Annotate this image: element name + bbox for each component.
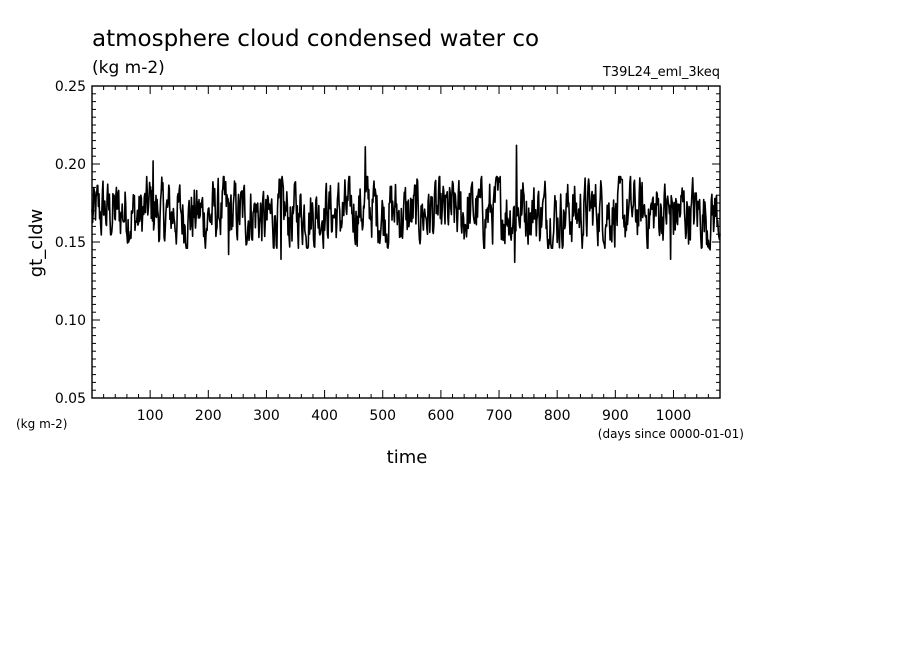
x-tick-label: 500 bbox=[369, 408, 396, 424]
x-tick-label: 700 bbox=[486, 408, 513, 424]
y-tick-label: 0.15 bbox=[55, 235, 86, 251]
x-tick-label: 200 bbox=[195, 408, 222, 424]
y-tick-label: 0.10 bbox=[55, 313, 86, 329]
x-tick-label: 900 bbox=[602, 408, 629, 424]
y-axis-units: (kg m-2) bbox=[16, 417, 67, 431]
x-tick-label: 400 bbox=[311, 408, 338, 424]
x-tick-label: 1000 bbox=[656, 408, 692, 424]
y-axis-label: gt_cldw bbox=[26, 209, 47, 278]
x-tick-label: 300 bbox=[253, 408, 280, 424]
chart-subtitle-units: (kg m-2) bbox=[92, 58, 165, 78]
x-tick-label: 600 bbox=[428, 408, 455, 424]
x-tick-label: 800 bbox=[544, 408, 571, 424]
chart-title: atmosphere cloud condensed water co bbox=[92, 26, 539, 52]
x-axis-label: time bbox=[387, 447, 428, 468]
x-axis-units: (days since 0000-01-01) bbox=[598, 427, 744, 441]
x-axis: 100 200 300 400 500 600 700 800 900 1000 bbox=[91, 86, 721, 424]
y-axis: 0.05 0.10 0.15 0.20 0.25 bbox=[55, 79, 720, 407]
plot-area bbox=[91, 85, 721, 399]
y-tick-label: 0.20 bbox=[55, 157, 86, 173]
series-line-gt-cldw bbox=[91, 144, 721, 264]
y-tick-label: 0.25 bbox=[55, 79, 86, 95]
x-tick-label: 100 bbox=[137, 408, 164, 424]
run-label: T39L24_eml_3keq bbox=[602, 65, 720, 80]
y-tick-label: 0.05 bbox=[55, 391, 86, 407]
